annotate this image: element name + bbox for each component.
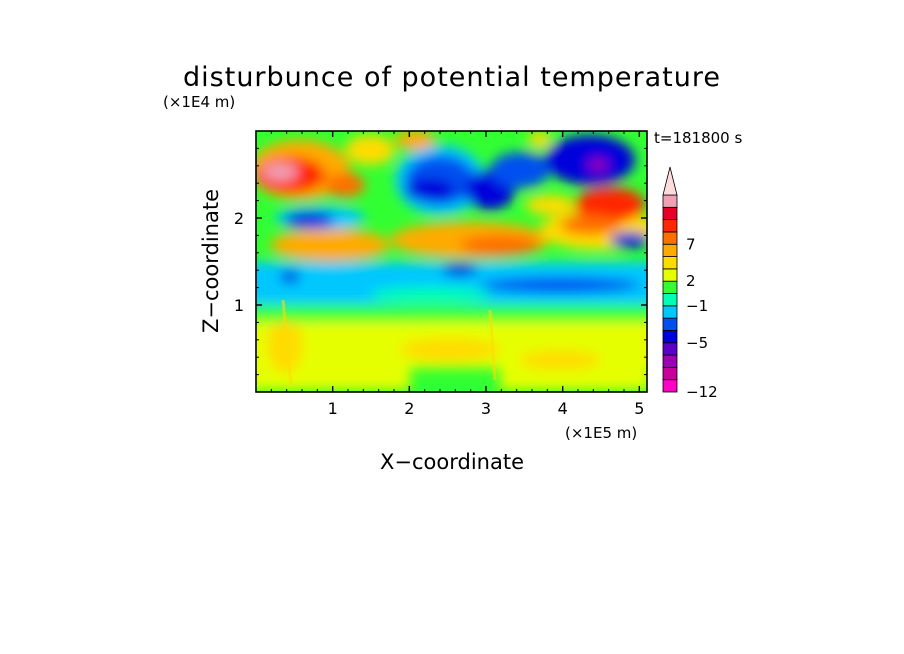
- colorbar-segment: [662, 219, 678, 233]
- x-tick-label: 4: [558, 399, 568, 418]
- colorbar-segment: [662, 194, 678, 208]
- x-axis-label: X−coordinate: [380, 450, 524, 474]
- colorbar-extend-arrow: [662, 166, 678, 196]
- heatmap-field: [256, 131, 647, 392]
- colorbar-segment: [662, 305, 678, 319]
- colorbar-label: 7: [686, 235, 696, 253]
- colorbar-segment: [662, 280, 678, 294]
- colorbar-segment: [662, 354, 678, 368]
- y-tick-label: 1: [234, 296, 244, 315]
- x-tick-label: 5: [634, 399, 644, 418]
- chart-title: disturbunce of potential temperature: [183, 62, 721, 93]
- x-tick-label: 1: [328, 399, 338, 418]
- y-axis-label: Z−coordinate: [199, 189, 223, 333]
- heatmap-bands: [256, 131, 647, 390]
- colorbar-segment: [662, 231, 678, 245]
- plot-frame: [255, 130, 648, 393]
- colorbar-segment: [662, 206, 678, 221]
- colorbar-segment: [662, 256, 678, 270]
- axis-ticks: 1 2 3 4 5 1 2: [234, 131, 647, 418]
- colorbar-segment: [662, 268, 678, 282]
- colorbar-label: −12: [686, 383, 718, 401]
- y-tick-label: 2: [234, 209, 244, 228]
- colorbar-segment: [662, 366, 678, 381]
- colorbar: −12−5−127: [662, 166, 718, 401]
- colorbar-segment: [662, 342, 678, 356]
- colorbar-label: −1: [686, 297, 708, 315]
- colorbar-segment: [662, 293, 678, 307]
- time-label: t=181800 s: [654, 129, 742, 147]
- colorbar-segment: [662, 243, 678, 257]
- x-tick-label: 3: [481, 399, 491, 418]
- colorbar-label: −5: [686, 334, 708, 352]
- colorbar-label: 2: [686, 272, 696, 290]
- colorbar-segment: [662, 330, 678, 344]
- y-unit-label: (×1E4 m): [163, 93, 235, 111]
- x-unit-label: (×1E5 m): [565, 424, 637, 442]
- x-tick-label: 2: [404, 399, 414, 418]
- colorbar-segment: [662, 317, 678, 331]
- colorbar-segment: [662, 379, 678, 393]
- heatmap-streaks: [281, 299, 497, 386]
